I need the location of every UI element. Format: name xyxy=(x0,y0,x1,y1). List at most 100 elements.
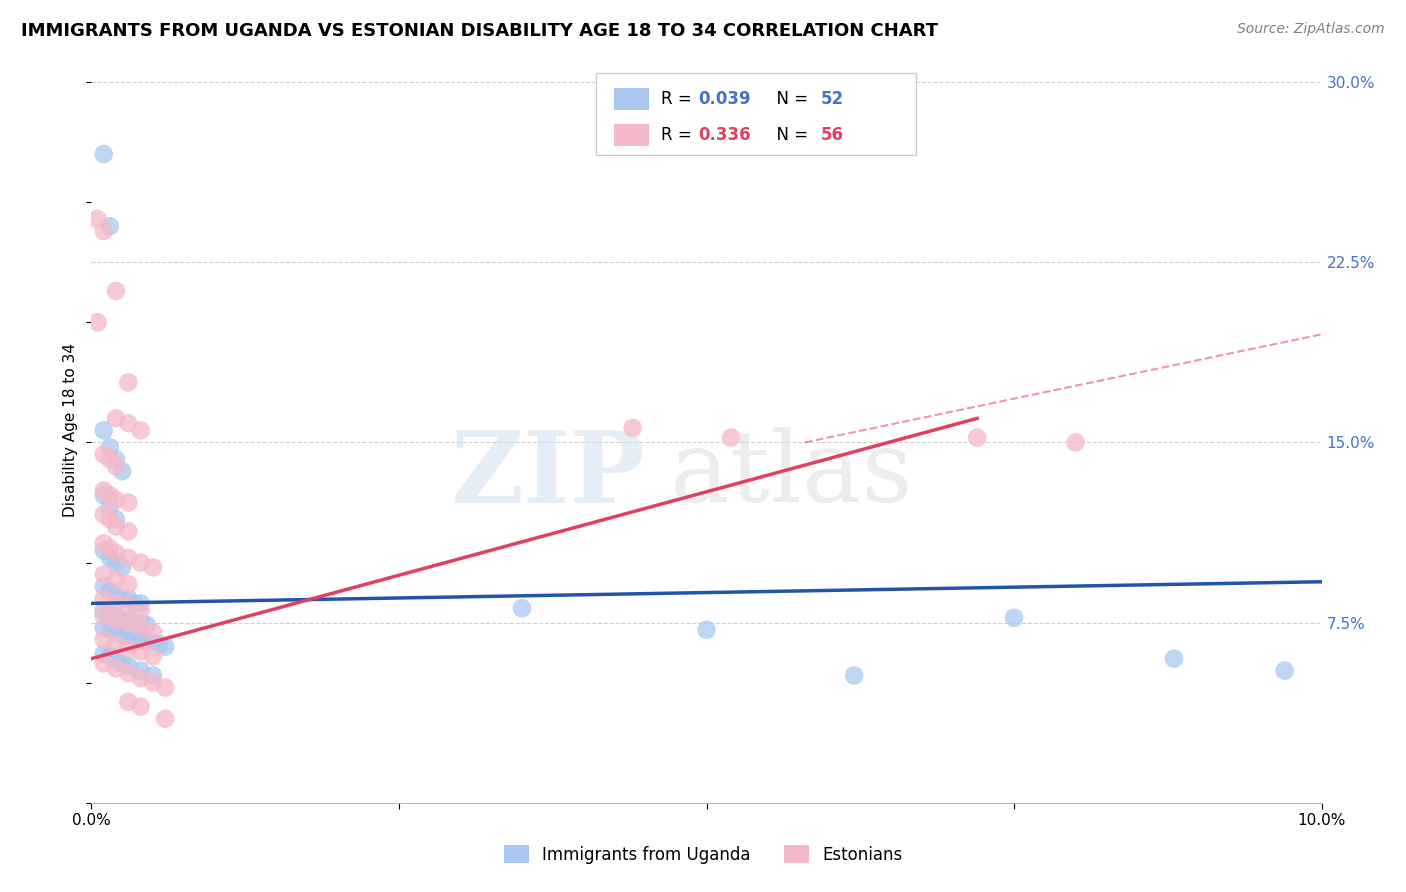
Point xyxy=(129,615,152,630)
Point xyxy=(842,668,865,682)
Point xyxy=(124,630,146,644)
Point xyxy=(117,615,139,630)
Point xyxy=(98,606,121,620)
Point xyxy=(117,695,139,709)
Point xyxy=(117,642,139,657)
Point xyxy=(93,447,115,461)
Point xyxy=(93,591,115,606)
Text: ZIP: ZIP xyxy=(450,426,645,524)
Text: N =: N = xyxy=(765,90,813,108)
Point xyxy=(142,560,165,574)
Point xyxy=(142,675,165,690)
Point xyxy=(93,632,115,647)
Point xyxy=(93,620,115,634)
Point xyxy=(117,613,139,627)
Point xyxy=(93,224,115,238)
Point xyxy=(117,627,139,641)
Point xyxy=(135,618,157,632)
Text: Source: ZipAtlas.com: Source: ZipAtlas.com xyxy=(1237,22,1385,37)
Point xyxy=(129,604,152,618)
Point xyxy=(98,488,121,502)
Point xyxy=(153,712,177,726)
Point xyxy=(98,219,121,234)
Point xyxy=(105,573,127,587)
Text: R =: R = xyxy=(661,90,697,108)
Point xyxy=(966,431,988,445)
Point xyxy=(111,627,134,641)
Point xyxy=(111,464,134,478)
Point xyxy=(129,699,152,714)
Point xyxy=(117,577,139,591)
Point xyxy=(117,658,139,673)
Point xyxy=(1163,651,1185,665)
Bar xyxy=(614,87,648,110)
Point xyxy=(117,550,139,565)
Text: R =: R = xyxy=(661,126,697,144)
Point xyxy=(117,599,139,613)
Point xyxy=(93,483,115,498)
Point xyxy=(93,580,115,594)
FancyBboxPatch shape xyxy=(596,73,915,155)
Point xyxy=(93,536,115,550)
Point xyxy=(148,637,170,651)
Point xyxy=(98,500,121,515)
Point xyxy=(98,541,121,555)
Point xyxy=(98,512,121,526)
Point xyxy=(105,519,127,533)
Point xyxy=(105,556,127,570)
Point xyxy=(153,640,177,654)
Point xyxy=(98,452,121,467)
Point xyxy=(135,635,157,649)
Bar xyxy=(614,123,648,146)
Point xyxy=(93,424,115,438)
Point xyxy=(86,315,108,329)
Point xyxy=(142,649,165,664)
Text: IMMIGRANTS FROM UGANDA VS ESTONIAN DISABILITY AGE 18 TO 34 CORRELATION CHART: IMMIGRANTS FROM UGANDA VS ESTONIAN DISAB… xyxy=(21,22,938,40)
Text: N =: N = xyxy=(765,126,813,144)
Point xyxy=(124,596,146,610)
Point xyxy=(105,608,127,623)
Point xyxy=(621,421,644,435)
Point xyxy=(105,589,127,603)
Point xyxy=(98,550,121,565)
Point xyxy=(105,512,127,526)
Point xyxy=(129,644,152,658)
Point xyxy=(129,620,152,634)
Point xyxy=(105,459,127,474)
Point xyxy=(117,591,139,606)
Point xyxy=(98,440,121,454)
Y-axis label: Disability Age 18 to 34: Disability Age 18 to 34 xyxy=(63,343,79,517)
Point xyxy=(105,493,127,508)
Point xyxy=(117,666,139,681)
Point xyxy=(1064,435,1087,450)
Point xyxy=(720,431,742,445)
Point xyxy=(93,647,115,661)
Point xyxy=(111,613,134,627)
Text: atlas: atlas xyxy=(669,427,912,523)
Point xyxy=(93,604,115,618)
Point xyxy=(117,495,139,509)
Point xyxy=(129,632,152,647)
Point xyxy=(129,671,152,685)
Point xyxy=(129,424,152,438)
Point xyxy=(93,488,115,502)
Point xyxy=(105,625,127,640)
Point xyxy=(1274,664,1296,678)
Point xyxy=(117,376,139,390)
Point xyxy=(93,147,115,161)
Point xyxy=(105,596,127,610)
Point xyxy=(105,411,127,425)
Point xyxy=(696,623,718,637)
Point xyxy=(117,416,139,430)
Point xyxy=(111,657,134,671)
Point xyxy=(105,661,127,675)
Point xyxy=(105,452,127,467)
Text: 56: 56 xyxy=(821,126,844,144)
Point xyxy=(124,615,146,630)
Text: 0.039: 0.039 xyxy=(697,90,751,108)
Point xyxy=(1002,611,1025,625)
Point xyxy=(105,284,127,298)
Point xyxy=(98,649,121,664)
Point xyxy=(153,681,177,695)
Point xyxy=(142,625,165,640)
